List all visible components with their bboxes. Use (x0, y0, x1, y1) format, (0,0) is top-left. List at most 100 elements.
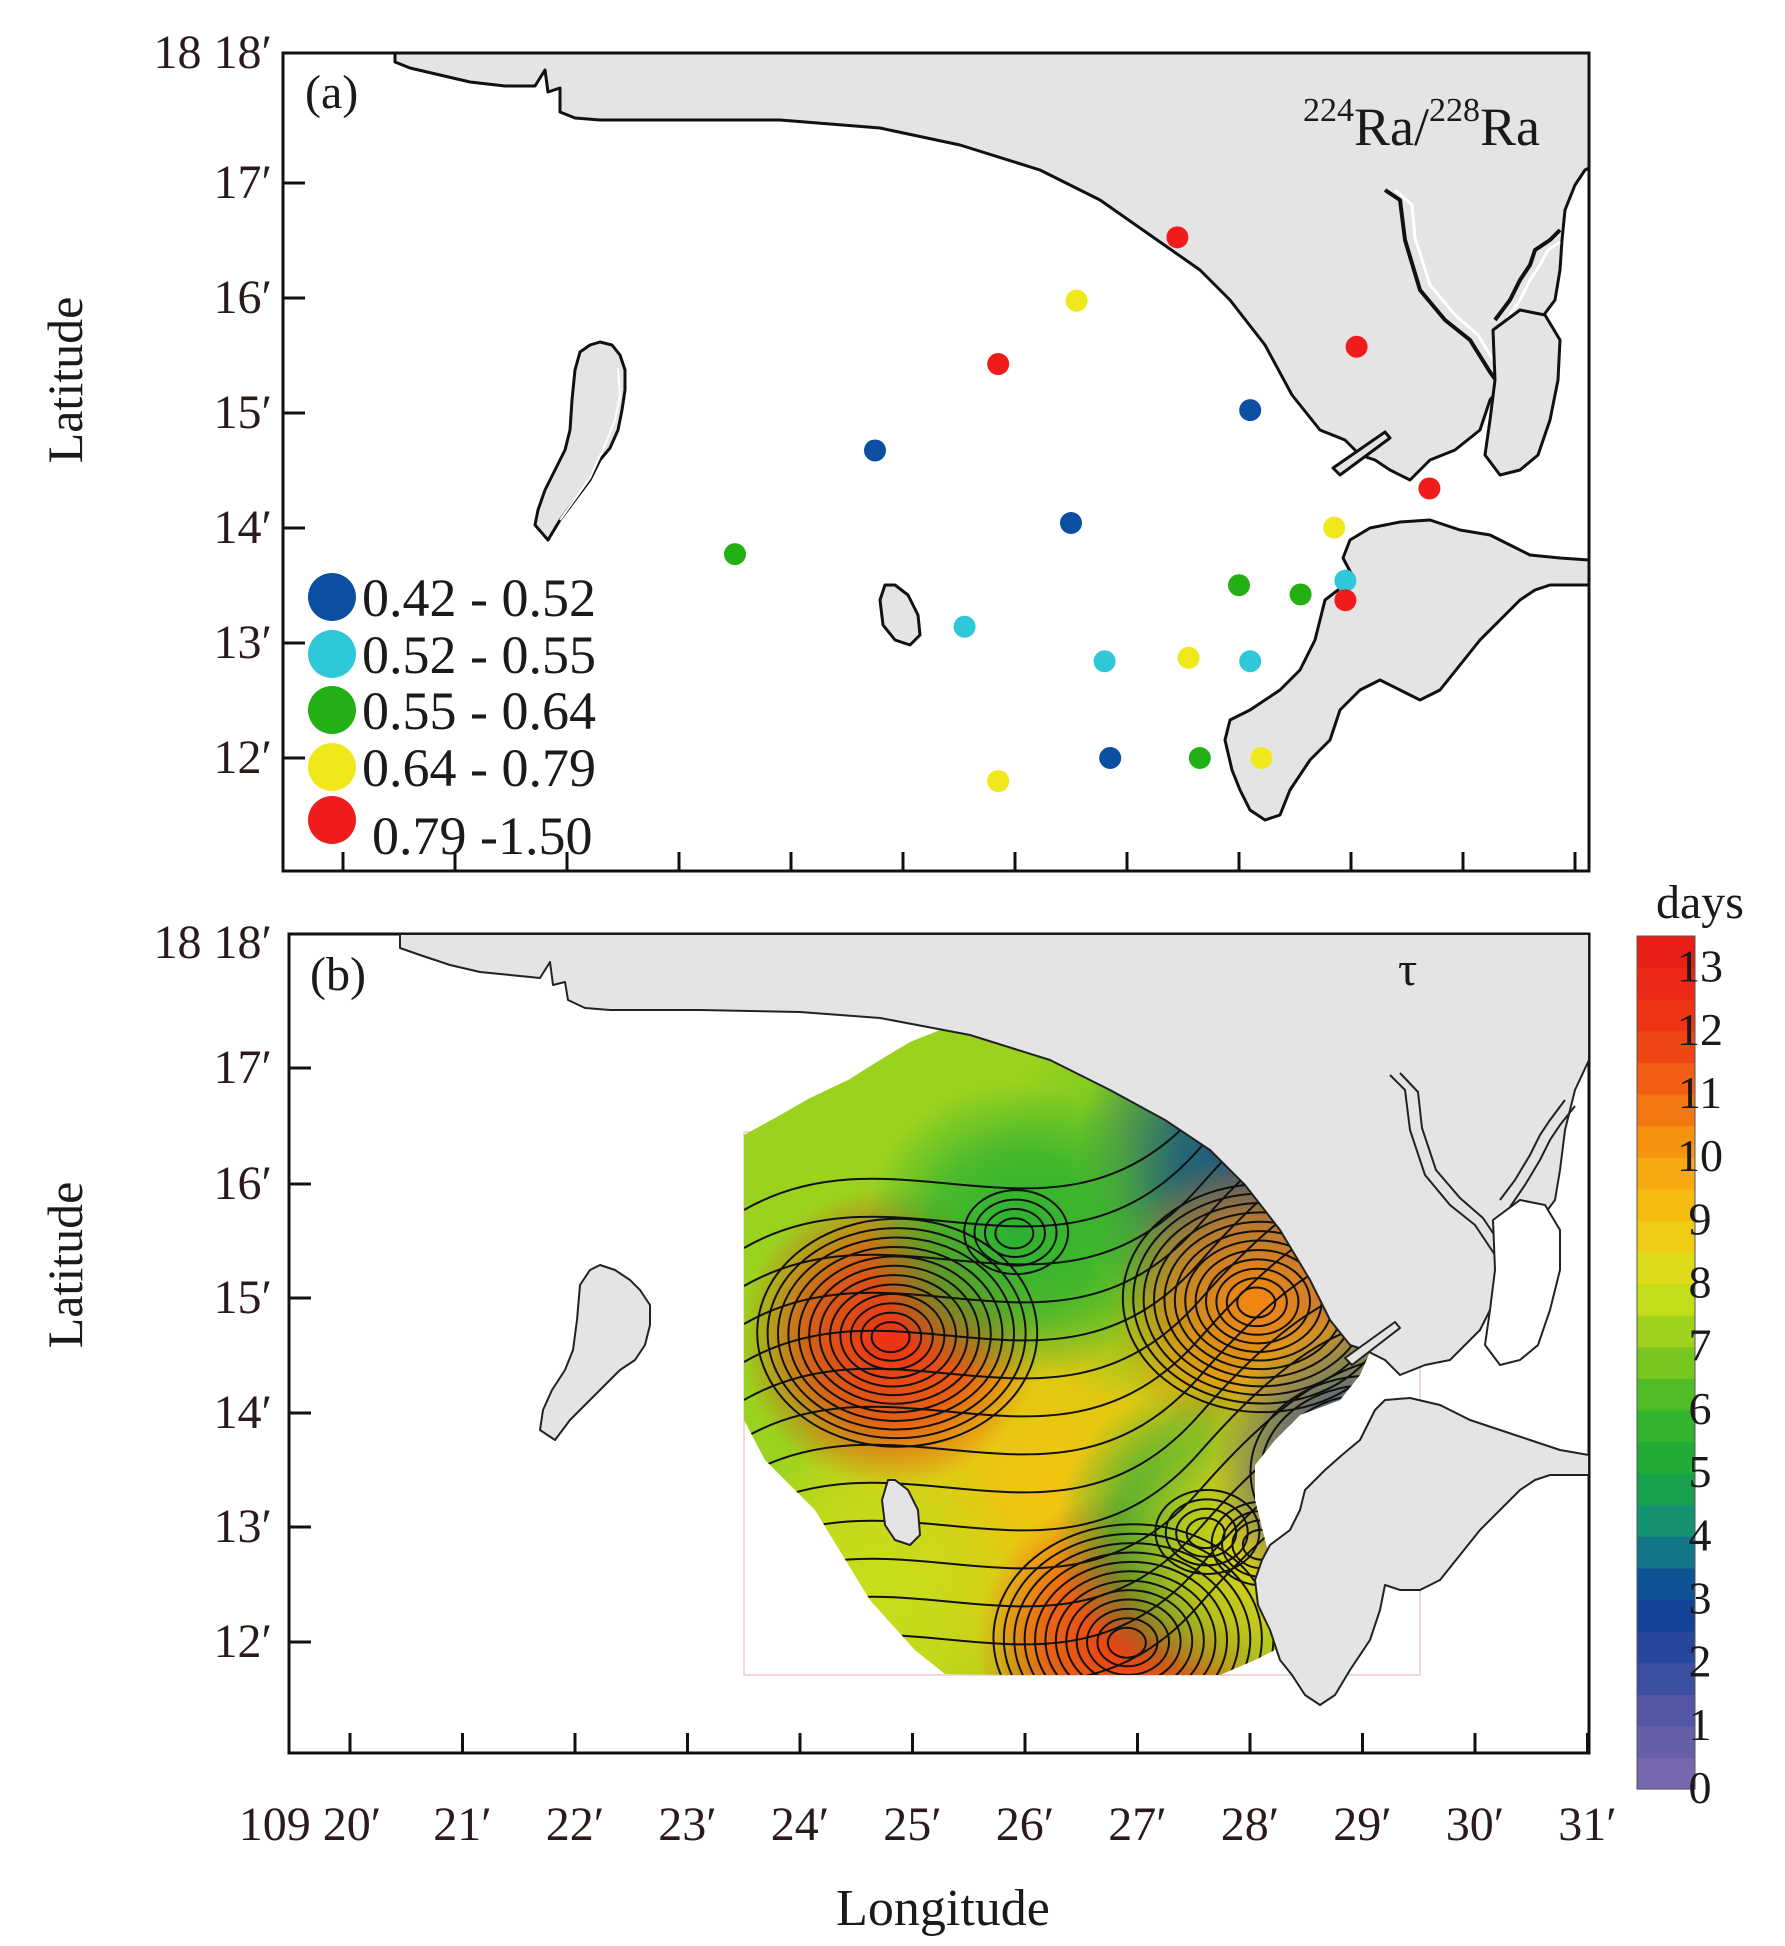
contour-0-2 (860, 1311, 923, 1362)
contour-4-3 (1164, 1498, 1249, 1567)
colorbar-band (1637, 1251, 1695, 1285)
colorbar-band (1637, 1220, 1695, 1253)
contour-1-3 (1086, 1607, 1171, 1675)
colorbar-band (1637, 999, 1695, 1032)
contour-0-8 (797, 1255, 992, 1414)
b-ytick-5: 13′ (214, 1500, 273, 1553)
panel-a-y-tick-labels: 18 18′ 17′ 16′ 15′ 14′ 13′ 12′ (154, 26, 273, 784)
station-21 (987, 770, 1010, 793)
station-3 (1345, 335, 1368, 358)
colorbar-band (1637, 1757, 1695, 1790)
panel-a-ylabel: Latitude (37, 297, 93, 464)
colorbar-band (1637, 1599, 1695, 1632)
contour-1-4 (1075, 1598, 1182, 1675)
b-xtick-label-7: 27′ (1108, 1798, 1167, 1851)
colorbar-tick-0: 13 (1677, 941, 1723, 992)
colorbar-band (1637, 936, 1695, 969)
title-sup-228: 228 (1429, 92, 1480, 129)
b-ytick-0: 18 18′ (154, 916, 273, 969)
colorbar-band (1637, 1093, 1695, 1127)
legend-label-4: 0.79 -1.50 (372, 806, 592, 866)
colorbar-band (1637, 1125, 1695, 1158)
station-18 (1099, 747, 1122, 770)
legend-label-1: 0.52 - 0.55 (362, 625, 596, 685)
b-ytick-3: 15′ (214, 1271, 273, 1324)
small-island-b (881, 1479, 921, 1546)
colorbar-band (1637, 1409, 1695, 1443)
b-xtick-label-5: 25′ (883, 1798, 942, 1851)
colorbar-band (1637, 1378, 1695, 1411)
colorbar-tick-9: 4 (1689, 1509, 1712, 1560)
panel-b-xlabel: Longitude (836, 1880, 1050, 1937)
a-ytick-5: 13′ (214, 616, 273, 669)
field-zone-9 (863, 1083, 1164, 1384)
station-0 (1166, 226, 1189, 249)
colorbar-tick-10: 3 (1689, 1572, 1712, 1623)
legend-label-2: 0.55 - 0.64 (362, 681, 596, 741)
panel-b-label: (b) (310, 948, 366, 1001)
colorbar-band (1637, 1662, 1695, 1695)
colorbar-band (1637, 1441, 1695, 1474)
colorbar-band (1637, 1504, 1695, 1537)
legend-dot-2 (308, 686, 356, 734)
b-ytick-2: 16′ (214, 1157, 273, 1210)
panel-b-y-ticks (289, 932, 311, 1644)
b-ytick-4: 14′ (214, 1386, 273, 1439)
colorbar-tick-6: 7 (1689, 1320, 1712, 1371)
panel-b-ylabel: Latitude (37, 1182, 93, 1349)
legend-label-3: 0.64 - 0.79 (362, 738, 596, 798)
panel-a-x-ticks (341, 852, 1577, 871)
colorbar-band (1637, 967, 1695, 1000)
station-17 (1239, 650, 1262, 673)
colorbar-band (1637, 1062, 1695, 1095)
a-ytick-2: 16′ (214, 271, 273, 324)
b-xtick-label-9: 29′ (1333, 1798, 1392, 1851)
station-11 (1289, 583, 1312, 606)
b-ytick-6: 12′ (214, 1615, 273, 1668)
a-ytick-1: 17′ (214, 156, 273, 209)
colorbar-band (1637, 1346, 1695, 1379)
west-island-b (539, 1264, 651, 1441)
panel-a-y-ticks (283, 51, 305, 760)
b-xtick-label-1: 21′ (433, 1798, 492, 1851)
station-markers (724, 226, 1441, 793)
panel-b-x-ticks (348, 1733, 1589, 1753)
contour-0-9 (787, 1245, 1004, 1422)
colorbar-tick-1: 12 (1677, 1004, 1723, 1055)
colorbar-band (1637, 1188, 1695, 1221)
colorbar-band (1637, 1536, 1695, 1569)
legend-dot-1 (308, 630, 356, 678)
colorbar-tick-8: 5 (1689, 1446, 1712, 1497)
station-4 (1239, 399, 1262, 422)
b-xtick-label-10: 30′ (1446, 1798, 1505, 1851)
panel-b-map: 18 18′ 17′ 16′ 15′ 14′ 13′ 12′ 109 20′ 21… (37, 876, 1744, 1937)
colorbar-band (1637, 1631, 1695, 1664)
contour-1-1 (1106, 1626, 1147, 1659)
colorbar-tick-3: 10 (1677, 1130, 1723, 1181)
legend-dot-3 (308, 743, 356, 791)
small-island-a (878, 583, 922, 647)
station-12 (1334, 569, 1357, 592)
b-xtick-label-4: 24′ (771, 1798, 830, 1851)
southern-headland-a (1223, 518, 1589, 822)
panel-a-coastline (393, 53, 1589, 822)
contour-2-3 (1215, 1267, 1300, 1336)
station-19 (1188, 747, 1211, 770)
colorbar-tick-12: 1 (1689, 1699, 1712, 1750)
b-xtick-label-8: 28′ (1221, 1798, 1280, 1851)
contour-3-1 (994, 1217, 1035, 1250)
panel-b-y-tick-labels: 18 18′ 17′ 16′ 15′ 14′ 13′ 12′ (154, 916, 273, 1668)
colorbar-band (1637, 1283, 1695, 1316)
colorbar-bands (1637, 936, 1695, 1790)
title-ra-slash: Ra/ (1354, 97, 1429, 157)
title-ra: Ra (1480, 97, 1540, 157)
contour-0-10 (777, 1236, 1015, 1431)
a-ytick-6: 12′ (214, 731, 273, 784)
contour-1-6 (1054, 1579, 1205, 1675)
station-15 (1093, 650, 1116, 673)
colorbar-band (1637, 1473, 1695, 1506)
station-2 (987, 353, 1010, 376)
panel-a-label: (a) (305, 66, 358, 119)
contour-3-3 (973, 1198, 1058, 1267)
panel-a-legend: 0.42 - 0.52 0.52 - 0.55 0.55 - 0.64 0.64… (308, 568, 596, 866)
